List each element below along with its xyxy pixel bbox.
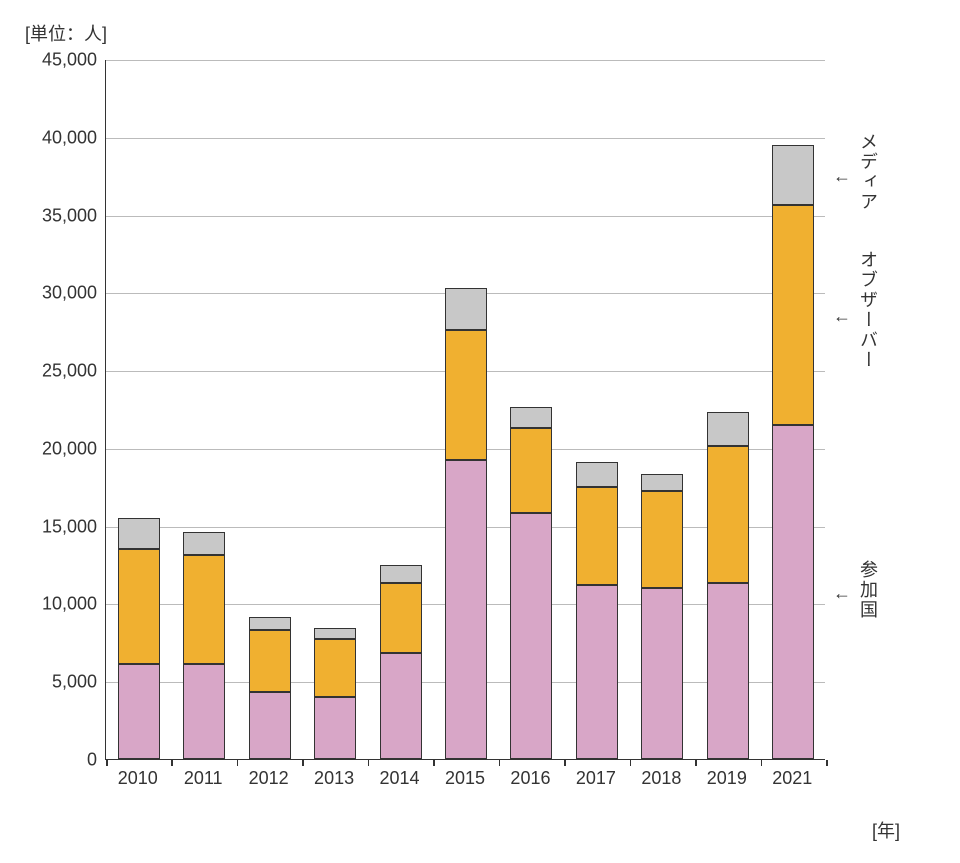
bar-segment-参加国 — [314, 697, 356, 759]
bar-segment-メディア — [510, 407, 552, 427]
bar-segment-オブザーバー — [314, 639, 356, 697]
y-tick-label: 30,000 — [42, 283, 97, 304]
gridline — [106, 216, 825, 217]
bar-segment-メディア — [249, 617, 291, 629]
bar-segment-メディア — [707, 412, 749, 446]
bar-segment-参加国 — [772, 425, 814, 759]
x-tick — [695, 760, 697, 766]
x-tick — [826, 760, 828, 766]
bar-segment-オブザーバー — [118, 549, 160, 664]
bar-segment-オブザーバー — [445, 330, 487, 461]
x-tick-label: 2014 — [380, 768, 420, 789]
bar-segment-メディア — [118, 518, 160, 549]
gridline — [106, 138, 825, 139]
bar-segment-オブザーバー — [641, 491, 683, 587]
bar-segment-オブザーバー — [576, 487, 618, 585]
y-tick-label: 25,000 — [42, 361, 97, 382]
bar-segment-オブザーバー — [249, 630, 291, 692]
bar-segment-メディア — [183, 532, 225, 555]
x-tick — [368, 760, 370, 766]
legend-item: メディア — [855, 132, 881, 212]
legend-arrow: ← — [833, 306, 851, 327]
x-tick-label: 2011 — [184, 768, 223, 789]
legend-item: 参加国 — [855, 560, 881, 620]
plot-area — [105, 60, 825, 760]
bar-segment-参加国 — [445, 460, 487, 759]
x-tick-label: 2021 — [772, 768, 812, 789]
legend-arrow: ← — [833, 166, 851, 187]
x-tick — [499, 760, 501, 766]
x-tick-label: 2013 — [314, 768, 354, 789]
x-tick — [302, 760, 304, 766]
bar-segment-メディア — [314, 628, 356, 639]
bar-segment-参加国 — [380, 653, 422, 759]
bar-segment-参加国 — [576, 585, 618, 759]
gridline — [106, 60, 825, 61]
bar-segment-オブザーバー — [510, 428, 552, 514]
bar-segment-メディア — [576, 462, 618, 487]
bar-segment-メディア — [445, 288, 487, 330]
x-tick-label: 2015 — [445, 768, 485, 789]
y-tick-label: 15,000 — [42, 516, 97, 537]
x-axis-label: [年] — [872, 817, 900, 843]
bar-segment-参加国 — [118, 664, 160, 759]
y-tick-label: 35,000 — [42, 205, 97, 226]
bar-segment-参加国 — [183, 664, 225, 759]
legend-arrow: ← — [833, 583, 851, 604]
y-tick-label: 0 — [87, 750, 97, 771]
y-tick-label: 10,000 — [42, 594, 97, 615]
x-tick-label: 2010 — [118, 768, 158, 789]
x-tick — [433, 760, 435, 766]
bar-segment-オブザーバー — [707, 446, 749, 583]
bar-segment-参加国 — [707, 583, 749, 759]
x-tick-label: 2016 — [510, 768, 550, 789]
bar-segment-メディア — [641, 474, 683, 491]
y-tick-label: 20,000 — [42, 438, 97, 459]
x-tick-label: 2018 — [641, 768, 681, 789]
legend-item: オブザーバー — [855, 250, 881, 370]
y-axis-label: [単位：人] — [25, 20, 107, 46]
bar-segment-オブザーバー — [380, 583, 422, 653]
x-tick-label: 2019 — [707, 768, 747, 789]
x-tick — [171, 760, 173, 766]
bar-segment-メディア — [772, 145, 814, 206]
bar-segment-参加国 — [249, 692, 291, 759]
x-tick — [237, 760, 239, 766]
bar-segment-メディア — [380, 565, 422, 584]
x-tick — [106, 760, 108, 766]
x-tick — [761, 760, 763, 766]
y-tick-label: 5,000 — [52, 672, 97, 693]
x-tick-label: 2017 — [576, 768, 616, 789]
chart-container: [単位：人] [年] 0 5,000 10,000 15,000 20,000 25,00… — [20, 20, 940, 843]
x-tick — [630, 760, 632, 766]
x-tick-label: 2012 — [249, 768, 289, 789]
bar-segment-参加国 — [510, 513, 552, 759]
bar-segment-オブザーバー — [183, 555, 225, 664]
bar-segment-参加国 — [641, 588, 683, 759]
x-tick — [564, 760, 566, 766]
y-tick-label: 45,000 — [42, 50, 97, 71]
bar-segment-オブザーバー — [772, 205, 814, 424]
y-tick-label: 40,000 — [42, 127, 97, 148]
